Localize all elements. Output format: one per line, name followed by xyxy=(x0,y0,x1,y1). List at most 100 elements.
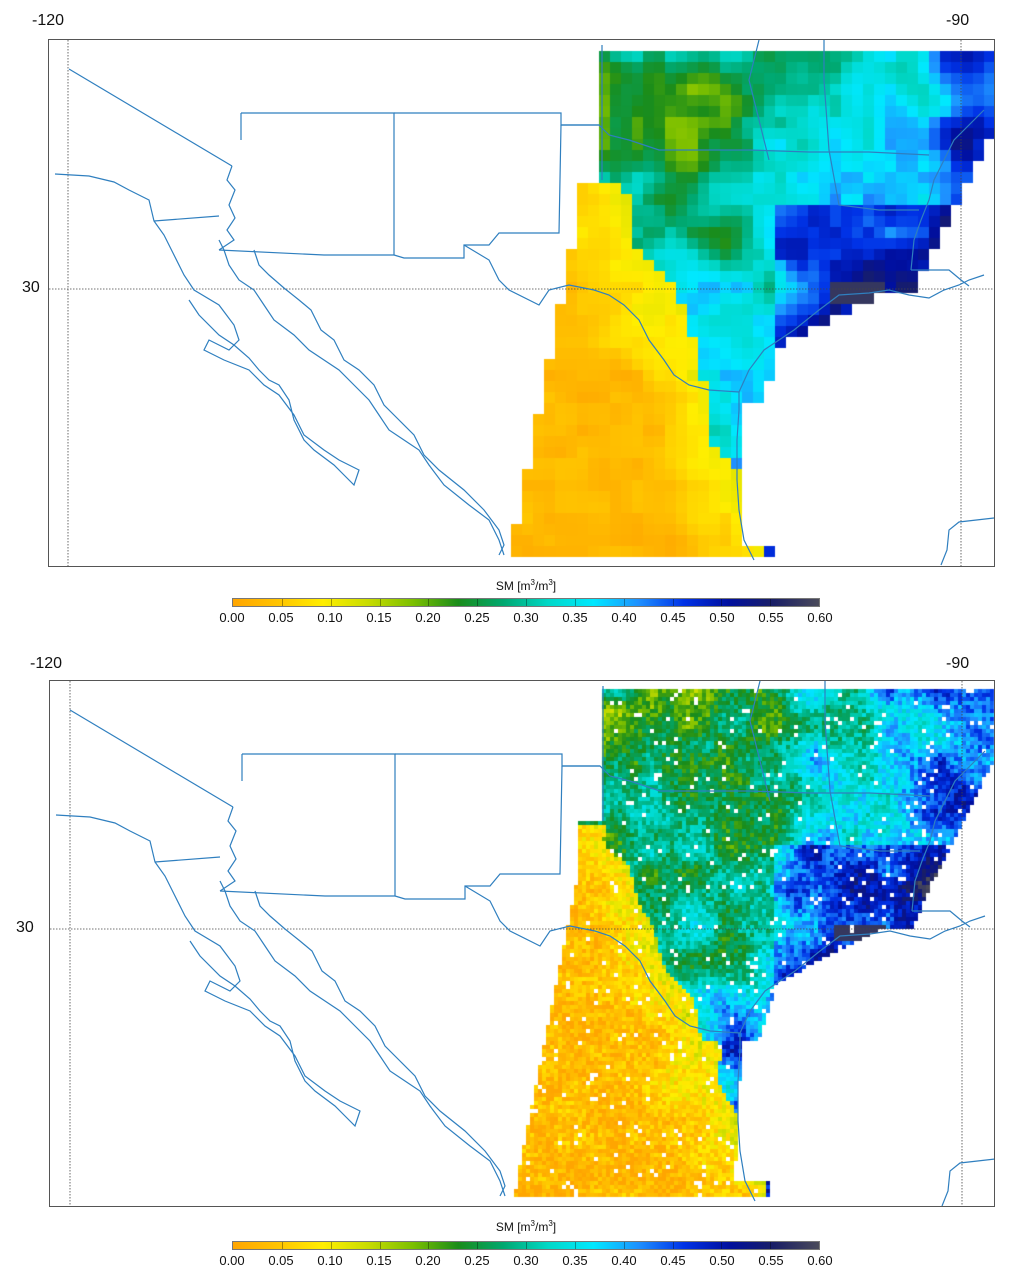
colorbar-tick-mark xyxy=(428,1242,430,1249)
colorbar-tick-label: 0.15 xyxy=(366,1253,392,1268)
colorbar-tick-mark xyxy=(526,599,527,606)
coastline-overlay xyxy=(50,681,994,1206)
coastline-boundary xyxy=(464,885,741,1034)
coastline-boundary xyxy=(739,915,986,1034)
colorbar-tick-label: 0.30 xyxy=(513,610,539,625)
lon-label-west: -120 xyxy=(32,12,65,29)
colorbar-tick-mark xyxy=(330,599,332,606)
colorbar-tick-label: 0.50 xyxy=(709,1253,735,1268)
colorbar-tick-label: 0.40 xyxy=(611,610,637,625)
coastline-boundary xyxy=(68,68,233,167)
coastline-boundary xyxy=(393,124,562,259)
colorbar-tick-label: 0.10 xyxy=(317,1253,343,1268)
colorbar-tick-mark xyxy=(477,599,479,606)
lon-label-west: -120 xyxy=(30,655,63,672)
colorbar-tick-label: 0.45 xyxy=(660,610,686,625)
colorbar-tick-label: 0.40 xyxy=(611,1253,637,1268)
coastline-boundary xyxy=(54,173,360,487)
map-frame xyxy=(48,39,995,567)
colorbar-tick-mark xyxy=(672,1242,674,1249)
coastline-boundary xyxy=(748,40,770,161)
coastline-boundary xyxy=(911,269,970,287)
colorbar-tick-label: 0.35 xyxy=(562,610,588,625)
colorbar-tick-label: 0.00 xyxy=(219,1253,245,1268)
coastline-boundary xyxy=(219,880,506,1197)
coastline-boundary xyxy=(911,750,986,912)
colorbar-tick-label: 0.20 xyxy=(415,610,441,625)
coastline-boundary xyxy=(736,392,755,561)
colorbar xyxy=(232,1241,820,1250)
coastline-boundary xyxy=(218,249,394,256)
colorbar-tick-mark xyxy=(770,1242,772,1249)
colorbar-tick-mark xyxy=(330,1242,332,1249)
coastline-boundary xyxy=(394,765,563,900)
colorbar-tick-label: 0.55 xyxy=(758,610,784,625)
colorbar-tick-label: 0.25 xyxy=(464,1253,490,1268)
coastline-boundary xyxy=(154,856,221,863)
colorbar-tick-label: 0.20 xyxy=(415,1253,441,1268)
coastline-boundary xyxy=(242,753,396,896)
coastline-boundary xyxy=(823,40,919,211)
coastline-boundary xyxy=(395,753,600,767)
colorbar-tick-mark xyxy=(281,599,283,606)
colorbar-tick-mark xyxy=(623,599,625,606)
coastline-boundary xyxy=(254,890,506,1197)
coastline-boundary xyxy=(941,1158,994,1206)
colorbar-tick-mark xyxy=(281,1242,283,1249)
coastline-boundary xyxy=(824,681,920,852)
lat-label-30: 30 xyxy=(22,279,40,296)
colorbar-tick-label: 0.05 xyxy=(268,610,294,625)
colorbar-tick-mark xyxy=(623,1242,625,1249)
coastline-boundary xyxy=(910,109,985,271)
coastline-boundary xyxy=(219,890,395,897)
colorbar-tick-label: 0.55 xyxy=(758,1253,784,1268)
colorbar-tick-label: 0.30 xyxy=(513,1253,539,1268)
lon-label-east: -90 xyxy=(946,655,970,672)
coastline-boundary xyxy=(69,709,234,808)
colorbar-tick-label: 0.00 xyxy=(219,610,245,625)
lon-label-east: -90 xyxy=(946,12,970,29)
coastline-boundary xyxy=(55,814,361,1128)
coastline-boundary xyxy=(219,806,237,892)
coastline-boundary xyxy=(737,1033,756,1202)
colorbar-tick-mark xyxy=(721,1242,723,1249)
colorbar-tick-mark xyxy=(379,1242,381,1249)
coastline-boundary xyxy=(561,124,930,156)
soil-moisture-heatmap xyxy=(50,681,994,1206)
coastline-boundary xyxy=(562,765,931,797)
colorbar-tick-mark xyxy=(574,1242,576,1249)
colorbar-tick-mark xyxy=(428,599,430,606)
coastline-boundary xyxy=(218,239,505,556)
colorbar-tick-label: 0.35 xyxy=(562,1253,588,1268)
colorbar xyxy=(232,598,820,607)
lat-label-30: 30 xyxy=(16,919,34,936)
coastline-boundary xyxy=(253,249,505,556)
colorbar-tick-label: 0.10 xyxy=(317,610,343,625)
colorbar-tick-mark xyxy=(477,1242,479,1249)
colorbar-title: SM [m3/m3] xyxy=(495,578,557,593)
colorbar-tick-label: 0.50 xyxy=(709,610,735,625)
coastline-boundary xyxy=(241,112,395,255)
coastline-boundary xyxy=(940,517,994,566)
soil-moisture-heatmap xyxy=(49,40,994,566)
coastline-boundary xyxy=(463,244,740,393)
colorbar-tick-label: 0.45 xyxy=(660,1253,686,1268)
coastline-boundary xyxy=(394,112,599,126)
coastline-boundary xyxy=(153,215,220,222)
colorbar-tick-label: 0.60 xyxy=(807,610,833,625)
colorbar-title: SM [m3/m3] xyxy=(495,1219,557,1234)
colorbar-tick-mark xyxy=(770,599,772,606)
coastline-boundary xyxy=(912,910,971,928)
coastline-boundary xyxy=(218,165,236,251)
coastline-boundary xyxy=(749,681,771,802)
colorbar-tick-mark xyxy=(574,599,576,606)
coastline-overlay xyxy=(49,40,994,566)
map-frame xyxy=(49,680,995,1207)
colorbar-tick-mark xyxy=(672,599,674,606)
colorbar-tick-label: 0.15 xyxy=(366,610,392,625)
coastline-boundary xyxy=(738,274,985,393)
colorbar-tick-label: 0.25 xyxy=(464,610,490,625)
colorbar-tick-mark xyxy=(526,1242,527,1249)
colorbar-tick-mark xyxy=(379,599,381,606)
colorbar-tick-label: 0.60 xyxy=(807,1253,833,1268)
